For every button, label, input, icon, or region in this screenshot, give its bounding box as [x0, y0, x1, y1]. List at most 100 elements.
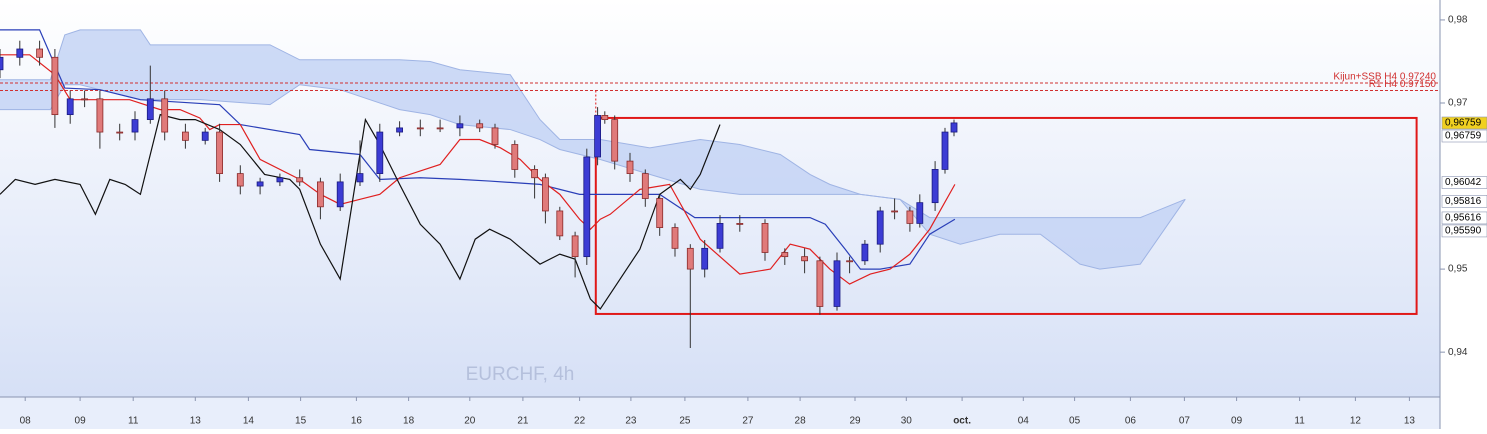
candle-body [16, 48, 24, 58]
candle-body [296, 177, 304, 183]
x-tick-label: 15 [295, 416, 307, 427]
x-tick-label: 30 [901, 416, 913, 427]
x-tick-label: 13 [1404, 416, 1416, 427]
y-tick-label: 0,95 [1448, 264, 1468, 275]
price-tag-label: 0,96759 [1445, 131, 1482, 142]
candle-body [531, 169, 538, 179]
y-tick-label: 0,94 [1448, 347, 1468, 358]
y-tick-label: 0,97 [1448, 98, 1468, 109]
candle-body [761, 223, 769, 253]
candle-body [66, 98, 74, 116]
watermark: EURCHF, 4h [466, 364, 575, 385]
candle-body [256, 181, 264, 187]
candle-body [716, 223, 724, 249]
candle-body [931, 169, 939, 204]
candle-body [456, 123, 464, 129]
candle-body [583, 156, 591, 258]
x-tick-label: 23 [625, 416, 637, 427]
price-tag-label: 0,95590 [1445, 226, 1482, 237]
price-tag [1441, 176, 1487, 189]
x-tick-label: 04 [1018, 416, 1030, 427]
candle-body [376, 131, 384, 174]
candle-body [571, 235, 579, 258]
price-tag [1441, 195, 1487, 208]
zone-box [594, 116, 1418, 315]
candle-body [671, 227, 679, 249]
x-tick-label: 20 [464, 416, 476, 427]
candle-body [491, 127, 499, 145]
price-tag-label: 0,95816 [1445, 196, 1482, 207]
candle-body [861, 243, 869, 262]
price-tag [1441, 116, 1487, 130]
candle-body [116, 131, 124, 134]
cloud-fill [0, 29, 1186, 270]
indicator-line [0, 29, 956, 270]
candle-body [816, 260, 824, 307]
candle-body [131, 119, 139, 133]
candle-body [36, 48, 43, 58]
x-tick-label: 06 [1125, 416, 1137, 427]
candle-body [216, 131, 224, 174]
indicator-line [0, 113, 721, 310]
x-tick-label: 07 [1179, 416, 1191, 427]
candle-body [594, 115, 601, 158]
level-label: Kijun+SSB H4 0.97240 [1333, 72, 1436, 83]
x-tick-label: 18 [403, 416, 415, 427]
x-tick-label: 22 [574, 416, 586, 427]
candle-body [906, 210, 914, 224]
candle-body [641, 173, 649, 199]
x-axis-band [0, 397, 1440, 429]
x-tick-label: 09 [75, 416, 87, 427]
candle-body [356, 173, 364, 183]
x-tick-label: 14 [243, 416, 255, 427]
candle-body [416, 127, 424, 130]
y-tick-label: 0,98 [1448, 15, 1468, 26]
candle-body [96, 98, 104, 133]
candle-body [846, 260, 853, 263]
candle-body [542, 177, 549, 212]
candle-body [781, 252, 789, 258]
candle-body [556, 210, 564, 237]
candle-body [686, 247, 694, 270]
x-tick-label: 11 [1294, 416, 1305, 427]
x-tick-label: 27 [742, 416, 754, 427]
x-tick-label: 16 [351, 416, 363, 427]
candle-body [181, 131, 189, 141]
candle-body [336, 181, 344, 208]
candle-body [81, 98, 88, 101]
level-label: R1 H4 0.97150 [1369, 79, 1437, 90]
candle-body [833, 260, 841, 307]
x-tick-label: 29 [849, 416, 861, 427]
candle-body [701, 247, 709, 270]
x-tick-label: 09 [1231, 416, 1243, 427]
candle-body [916, 202, 924, 224]
price-tag-label: 0,96042 [1445, 177, 1482, 188]
candle-body [736, 223, 744, 225]
candle-body [436, 127, 444, 130]
candle-body [0, 56, 4, 71]
candle-body [801, 256, 808, 262]
price-tag-label: 0,96759 [1445, 118, 1482, 129]
candle-body [396, 127, 404, 133]
x-tick-label: 21 [517, 416, 529, 427]
candle-body [161, 98, 169, 133]
x-tick-label: 08 [20, 416, 32, 427]
candle-body [950, 122, 958, 133]
candle-body [316, 181, 324, 208]
price-tag [1441, 129, 1487, 143]
candle-body [236, 173, 244, 187]
x-tick-label: oct. [953, 416, 971, 427]
x-tick-label: 25 [679, 416, 691, 427]
x-tick-label: 05 [1069, 416, 1081, 427]
candle-body [146, 98, 154, 120]
x-tick-label: 13 [190, 416, 202, 427]
x-tick-label: 28 [795, 416, 807, 427]
candle-body [51, 56, 59, 116]
candle-body [656, 198, 664, 228]
x-tick-label: 12 [1350, 416, 1362, 427]
price-tag [1441, 224, 1487, 238]
candle-body [201, 131, 209, 141]
price-tag [1441, 211, 1487, 225]
indicator-line [0, 54, 956, 285]
